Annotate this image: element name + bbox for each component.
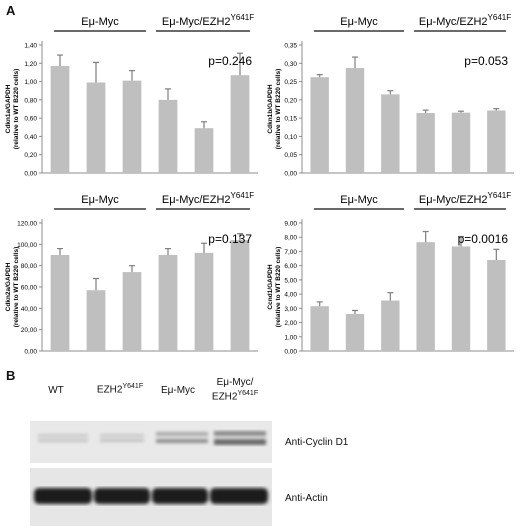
antibody-label-cyclin-d1: Anti-Cyclin D1 — [285, 437, 349, 448]
y-tick-label: 20,00 — [21, 327, 38, 334]
y-axis-label-2: (relative to WT B220 cells) — [13, 69, 20, 150]
chart-cdkn1b: Eμ-Myc Eμ-Myc/EZH2Y641F 0,00 0,05 0,10 0,15 0,… — [267, 13, 514, 178]
bar — [310, 77, 329, 173]
bar — [122, 80, 142, 173]
bar — [345, 68, 365, 173]
lane-label-ezh2: EZH2Y641F — [96, 383, 144, 396]
y-axis-label: Cdkn2a/GAPDH — [5, 262, 12, 311]
y-tick-label: 0,20 — [284, 97, 297, 104]
group-label-emyc: Eμ-Myc — [340, 16, 378, 28]
bar — [487, 110, 506, 173]
group-label-emyc-ezh2: Eμ-Myc/EZH2Y641F — [162, 13, 254, 28]
bar — [158, 99, 178, 173]
y-tick-label: 1,00 — [24, 79, 37, 86]
y-tick-label: 0,00 — [24, 349, 37, 356]
panel-letter-b: B — [6, 368, 16, 383]
p-value: p=0.053 — [464, 54, 508, 68]
bar — [122, 272, 142, 351]
y-axis-label-2: (relative to WT B220 cells) — [13, 247, 20, 328]
y-tick-label: 1,20 — [24, 61, 37, 68]
y-axis-label: Ccnd1/GAPDH — [267, 264, 274, 309]
y-tick-label: 0,15 — [284, 116, 297, 123]
antibody-label-actin: Anti-Actin — [285, 493, 328, 504]
lane-label-emyc-ezh2: Eμ-Myc/EZH2Y641F — [211, 377, 259, 403]
y-tick-label: 0,35 — [284, 43, 297, 50]
bar — [50, 255, 70, 351]
bar — [451, 112, 471, 173]
y-tick-label: 0,00 — [284, 171, 297, 178]
bar — [345, 314, 365, 351]
y-tick-label: 60,00 — [21, 285, 38, 292]
y-tick-label: 3,00 — [284, 306, 297, 313]
bar — [451, 246, 471, 351]
y-tick-label: 80,00 — [21, 263, 38, 270]
y-tick-label: 6,00 — [284, 263, 297, 270]
chart-cdkn1a: Eμ-Myc Eμ-Myc/EZH2Y641F 0,00 0,20 0,40 0,60 0,… — [5, 13, 258, 178]
group-label-emyc: Eμ-Myc — [81, 194, 119, 206]
y-tick-label: 0,05 — [284, 152, 297, 159]
group-label-emyc-ezh2: Eμ-Myc/EZH2Y641F — [419, 191, 511, 206]
y-tick-label: 1,40 — [24, 43, 37, 50]
bar — [86, 82, 106, 173]
y-tick-label: 2,00 — [284, 320, 297, 327]
panel-letter-a: A — [6, 3, 16, 18]
y-tick-label: 40,00 — [21, 306, 38, 313]
bar — [50, 66, 70, 173]
bar — [230, 240, 250, 351]
y-tick-label: 9,00 — [284, 221, 297, 228]
y-tick-label: 0,40 — [24, 134, 37, 141]
y-tick-label: 100,00 — [17, 242, 37, 249]
y-tick-label: 120,00 — [17, 221, 37, 228]
bar — [158, 255, 178, 351]
y-tick-label: 0,10 — [284, 134, 297, 141]
y-tick-label: 0,80 — [24, 97, 37, 104]
bar — [416, 242, 435, 351]
y-axis-label-2: (relative to WT B220 cells) — [275, 247, 282, 328]
p-value: p=0.0016 — [458, 232, 509, 246]
y-axis-label: Cdkn1a/GAPDH — [5, 84, 12, 133]
y-tick-label: 0,20 — [24, 152, 37, 159]
bar — [381, 300, 400, 351]
bar — [381, 94, 400, 173]
y-tick-label: 1,00 — [284, 334, 297, 341]
y-tick-label: 0,25 — [284, 79, 297, 86]
bar — [487, 259, 506, 351]
group-label-emyc: Eμ-Myc — [81, 16, 119, 28]
bar — [310, 306, 329, 351]
y-tick-label: 8,00 — [284, 235, 297, 242]
p-value: p=0.137 — [208, 232, 252, 246]
y-tick-label: 0,00 — [284, 349, 297, 356]
bar — [194, 128, 214, 173]
blot-strip-actin — [30, 468, 272, 526]
lane-label-emyc: Eμ-Myc — [160, 385, 196, 396]
chart-cdkn2a: Eμ-Myc Eμ-Myc/EZH2Y641F 0,00 20,00 40,00 60,0… — [5, 191, 258, 356]
y-tick-label: 7,00 — [284, 249, 297, 256]
group-label-emyc-ezh2: Eμ-Myc/EZH2Y641F — [162, 191, 254, 206]
blot-strip-cyclin-d1 — [30, 421, 272, 463]
group-label-emyc: Eμ-Myc — [340, 194, 378, 206]
bar — [230, 75, 250, 173]
y-tick-label: 4,00 — [284, 292, 297, 299]
chart-ccnd1: Eμ-Myc Eμ-Myc/EZH2Y641F 0,00 1,00 2,00 3,00 4,… — [267, 191, 514, 356]
bar — [194, 252, 214, 351]
y-tick-label: 0,60 — [24, 116, 37, 123]
y-tick-label: 5,00 — [284, 277, 297, 284]
y-tick-label: 0,00 — [24, 171, 37, 178]
bar — [86, 290, 106, 351]
y-axis-label-2: (relative to WT B220 cells) — [275, 69, 282, 150]
y-axis-label: Cdkn1b/GAPDH — [267, 84, 274, 133]
lane-label-wt: WT — [48, 385, 64, 396]
p-value: p=0.246 — [208, 54, 252, 68]
y-tick-label: 0,30 — [284, 61, 297, 68]
bar — [416, 113, 435, 173]
group-label-emyc-ezh2: Eμ-Myc/EZH2Y641F — [419, 13, 511, 28]
